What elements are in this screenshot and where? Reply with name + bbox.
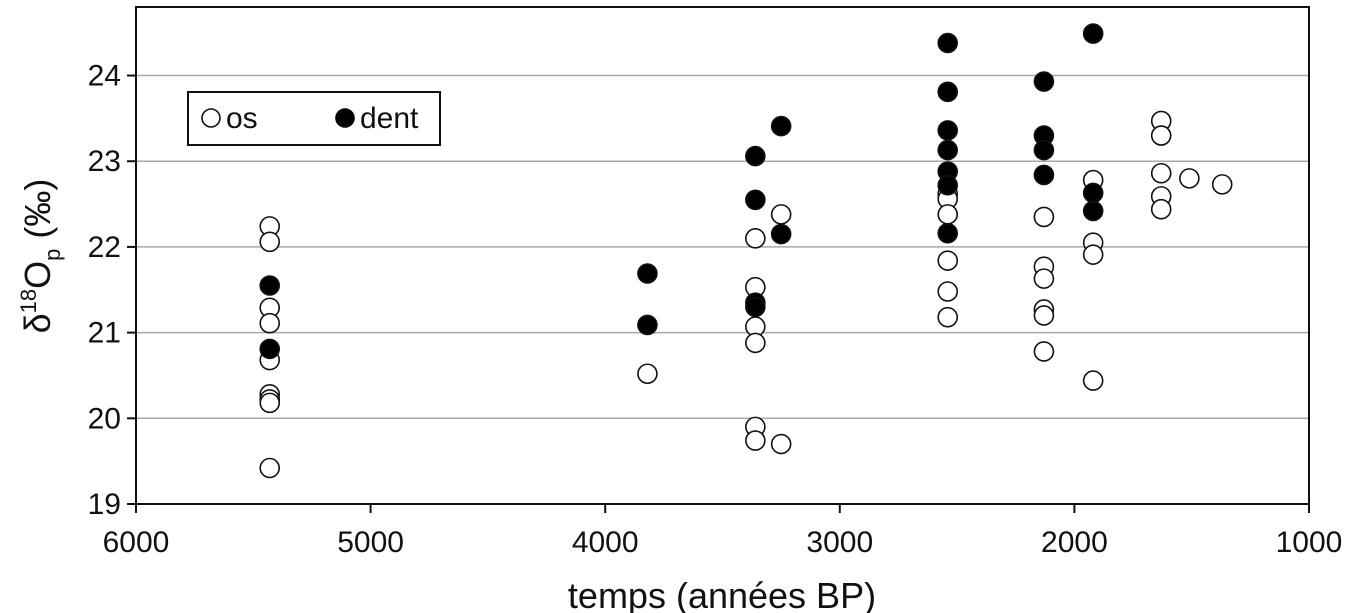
dent-point	[937, 32, 959, 54]
dent-point	[745, 296, 766, 318]
dent-point	[1082, 23, 1104, 44]
os-point	[745, 228, 766, 249]
dent-point	[1082, 200, 1104, 222]
y-axis-title-element: O	[17, 261, 58, 289]
dent-point	[745, 145, 766, 167]
legend: os dent	[187, 91, 441, 146]
os-point	[1150, 162, 1172, 184]
os-point	[637, 363, 658, 385]
y-axis-title-unit: (‰)	[17, 179, 58, 249]
dent-point	[937, 120, 959, 141]
os-point	[259, 312, 281, 334]
legend-os-label: os	[226, 102, 258, 135]
os-point	[1033, 341, 1055, 362]
gridlines	[136, 74, 1309, 420]
dent-point	[745, 189, 766, 211]
os-point	[1150, 125, 1172, 146]
dent-point	[770, 223, 792, 245]
x-tick-label: 6000	[103, 526, 170, 559]
os-point	[1082, 244, 1104, 265]
x-tick-label: 3000	[806, 526, 873, 559]
os-point	[259, 392, 281, 414]
dent-point	[937, 222, 959, 244]
y-axis-title-delta: δ	[17, 313, 58, 333]
os-point	[1082, 370, 1104, 391]
dent-point	[770, 115, 792, 137]
dent-point	[1033, 139, 1055, 161]
x-axis-title: temps (années BP)	[568, 575, 876, 613]
os-point	[1033, 268, 1055, 289]
dent-point	[637, 314, 658, 336]
legend-box	[187, 91, 441, 146]
os-point	[745, 332, 766, 354]
y-tick-label: 20	[88, 402, 121, 435]
os-point	[259, 457, 281, 479]
dent-point	[937, 81, 959, 103]
dent-point	[937, 139, 959, 161]
legend-dent-marker	[335, 108, 355, 128]
os-point	[745, 430, 766, 451]
y-axis-title-subscript: p	[40, 249, 65, 261]
os-point	[1033, 305, 1055, 326]
os-point	[937, 204, 959, 225]
plot-frame	[135, 6, 1310, 505]
y-tick-label: 19	[88, 488, 121, 521]
y-tick-label: 24	[88, 60, 121, 93]
os-point	[937, 306, 959, 328]
dent-point	[259, 275, 281, 296]
legend-dent-label: dent	[360, 102, 419, 135]
y-tick-label: 21	[88, 317, 121, 350]
os-point	[259, 231, 281, 253]
dent-point	[1082, 182, 1104, 204]
x-tick-label: 4000	[572, 526, 639, 559]
dent-point	[937, 174, 959, 196]
data-points	[259, 23, 1233, 479]
os-point	[1033, 206, 1055, 228]
x-tick-label: 2000	[1041, 526, 1108, 559]
axis-ticks: 19 20 21 22 23 24 6000 5000 4000 3000 2000 1000	[88, 60, 1343, 559]
dent-point	[1033, 71, 1055, 92]
dent-point	[637, 263, 658, 284]
os-point	[770, 204, 792, 225]
os-point	[937, 281, 959, 302]
dent-point	[259, 338, 281, 360]
x-tick-label: 1000	[1276, 526, 1343, 559]
y-tick-label: 23	[88, 145, 121, 178]
os-point	[1179, 168, 1200, 189]
y-axis-title: δ18Op (‰)	[16, 179, 65, 334]
os-point	[937, 250, 959, 271]
dent-point	[1033, 164, 1055, 186]
os-point	[770, 433, 792, 455]
x-tick-label: 5000	[337, 526, 404, 559]
os-point	[1211, 174, 1233, 195]
y-axis-title-superscript: 18	[16, 289, 41, 313]
os-point	[1150, 198, 1172, 220]
legend-os-marker	[201, 108, 221, 128]
y-tick-label: 22	[88, 231, 121, 264]
